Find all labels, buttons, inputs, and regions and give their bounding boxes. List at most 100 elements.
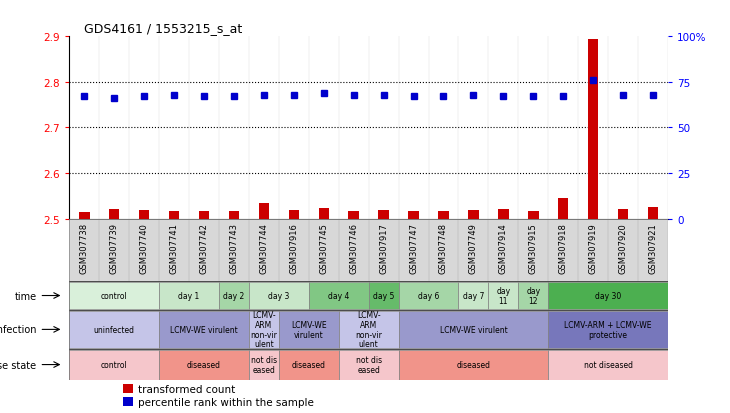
Text: LCMV-
ARM
non-vir
ulent: LCMV- ARM non-vir ulent bbox=[250, 311, 277, 349]
Text: day
11: day 11 bbox=[496, 287, 510, 305]
Text: GSM307917: GSM307917 bbox=[379, 222, 388, 273]
Text: day 5: day 5 bbox=[373, 291, 394, 300]
Text: day 1: day 1 bbox=[178, 291, 200, 300]
Text: GSM307741: GSM307741 bbox=[169, 222, 179, 273]
Text: GSM307921: GSM307921 bbox=[648, 222, 658, 273]
Text: uninfected: uninfected bbox=[93, 325, 135, 334]
Bar bbox=[498, 209, 509, 219]
Bar bbox=[69, 282, 159, 309]
Bar bbox=[548, 282, 668, 309]
Text: GSM307915: GSM307915 bbox=[529, 222, 538, 273]
Bar bbox=[399, 350, 548, 380]
Bar bbox=[309, 282, 369, 309]
Bar bbox=[123, 385, 133, 393]
Text: percentile rank within the sample: percentile rank within the sample bbox=[138, 397, 314, 407]
Text: GSM307742: GSM307742 bbox=[199, 222, 209, 273]
Text: infection: infection bbox=[0, 325, 36, 335]
Text: LCMV-
ARM
non-vir
ulent: LCMV- ARM non-vir ulent bbox=[356, 311, 382, 349]
Text: not dis
eased: not dis eased bbox=[251, 355, 277, 374]
Text: diseased: diseased bbox=[456, 360, 491, 369]
Bar bbox=[408, 211, 419, 219]
Bar bbox=[399, 311, 548, 348]
Text: time: time bbox=[15, 291, 36, 301]
Bar bbox=[279, 311, 339, 348]
Bar bbox=[159, 282, 219, 309]
Bar bbox=[648, 208, 658, 219]
Bar bbox=[69, 311, 159, 348]
Bar bbox=[199, 212, 210, 219]
Text: diseased: diseased bbox=[187, 360, 221, 369]
Bar bbox=[468, 211, 479, 219]
Text: GSM307745: GSM307745 bbox=[319, 222, 328, 273]
Text: GSM307744: GSM307744 bbox=[259, 222, 269, 273]
Text: day 7: day 7 bbox=[463, 291, 484, 300]
Bar bbox=[258, 203, 269, 219]
Bar bbox=[339, 311, 399, 348]
Text: GSM307914: GSM307914 bbox=[499, 222, 508, 273]
Text: GSM307743: GSM307743 bbox=[229, 222, 239, 273]
Text: day 30: day 30 bbox=[595, 291, 621, 300]
Text: GSM307740: GSM307740 bbox=[139, 222, 149, 273]
Text: LCMV-WE
virulent: LCMV-WE virulent bbox=[291, 320, 326, 339]
Bar bbox=[558, 199, 569, 219]
Bar bbox=[228, 211, 239, 219]
Text: GSM307919: GSM307919 bbox=[588, 222, 598, 273]
Text: transformed count: transformed count bbox=[138, 384, 236, 394]
Bar bbox=[458, 282, 488, 309]
Bar bbox=[548, 311, 668, 348]
Bar bbox=[369, 282, 399, 309]
Bar bbox=[69, 310, 668, 349]
Text: GSM307738: GSM307738 bbox=[80, 222, 89, 273]
Bar bbox=[69, 350, 159, 380]
Bar bbox=[79, 212, 90, 219]
Text: disease state: disease state bbox=[0, 360, 36, 370]
Text: GSM307918: GSM307918 bbox=[558, 222, 568, 273]
Text: not diseased: not diseased bbox=[583, 360, 633, 369]
Bar bbox=[348, 212, 359, 219]
Text: GSM307748: GSM307748 bbox=[439, 222, 448, 273]
Text: day 3: day 3 bbox=[268, 291, 290, 300]
Bar bbox=[588, 40, 599, 219]
Bar bbox=[249, 282, 309, 309]
Text: GSM307916: GSM307916 bbox=[289, 222, 299, 273]
Bar bbox=[518, 282, 548, 309]
Bar bbox=[159, 311, 249, 348]
Text: LCMV-ARM + LCMV-WE
protective: LCMV-ARM + LCMV-WE protective bbox=[564, 320, 652, 339]
Text: control: control bbox=[101, 291, 128, 300]
Text: LCMV-WE virulent: LCMV-WE virulent bbox=[439, 325, 507, 334]
Text: day 2: day 2 bbox=[223, 291, 245, 300]
Bar bbox=[139, 211, 150, 219]
Text: diseased: diseased bbox=[292, 360, 326, 369]
Text: GDS4161 / 1553215_s_at: GDS4161 / 1553215_s_at bbox=[84, 22, 242, 35]
Bar bbox=[378, 211, 389, 219]
Bar bbox=[488, 282, 518, 309]
Text: day
12: day 12 bbox=[526, 287, 540, 305]
Bar bbox=[219, 282, 249, 309]
Text: GSM307749: GSM307749 bbox=[469, 222, 478, 273]
Bar bbox=[399, 282, 458, 309]
Bar bbox=[249, 350, 279, 380]
Text: GSM307747: GSM307747 bbox=[409, 222, 418, 273]
Bar bbox=[618, 209, 629, 219]
Text: LCMV-WE virulent: LCMV-WE virulent bbox=[170, 325, 238, 334]
Bar bbox=[69, 349, 668, 380]
Bar bbox=[339, 350, 399, 380]
Text: GSM307746: GSM307746 bbox=[349, 222, 358, 273]
Bar bbox=[109, 209, 120, 219]
Bar bbox=[159, 350, 249, 380]
Bar bbox=[279, 350, 339, 380]
Text: not dis
eased: not dis eased bbox=[356, 355, 382, 374]
Bar bbox=[249, 311, 279, 348]
Text: day 6: day 6 bbox=[418, 291, 439, 300]
Bar bbox=[528, 212, 539, 219]
Text: GSM307920: GSM307920 bbox=[618, 222, 628, 273]
Bar bbox=[169, 211, 180, 219]
Text: GSM307739: GSM307739 bbox=[110, 222, 119, 273]
Bar bbox=[69, 282, 668, 310]
Bar bbox=[318, 209, 329, 219]
Text: control: control bbox=[101, 360, 128, 369]
Bar bbox=[123, 397, 133, 406]
Bar bbox=[288, 211, 299, 219]
Bar bbox=[548, 350, 668, 380]
Bar bbox=[438, 212, 449, 219]
